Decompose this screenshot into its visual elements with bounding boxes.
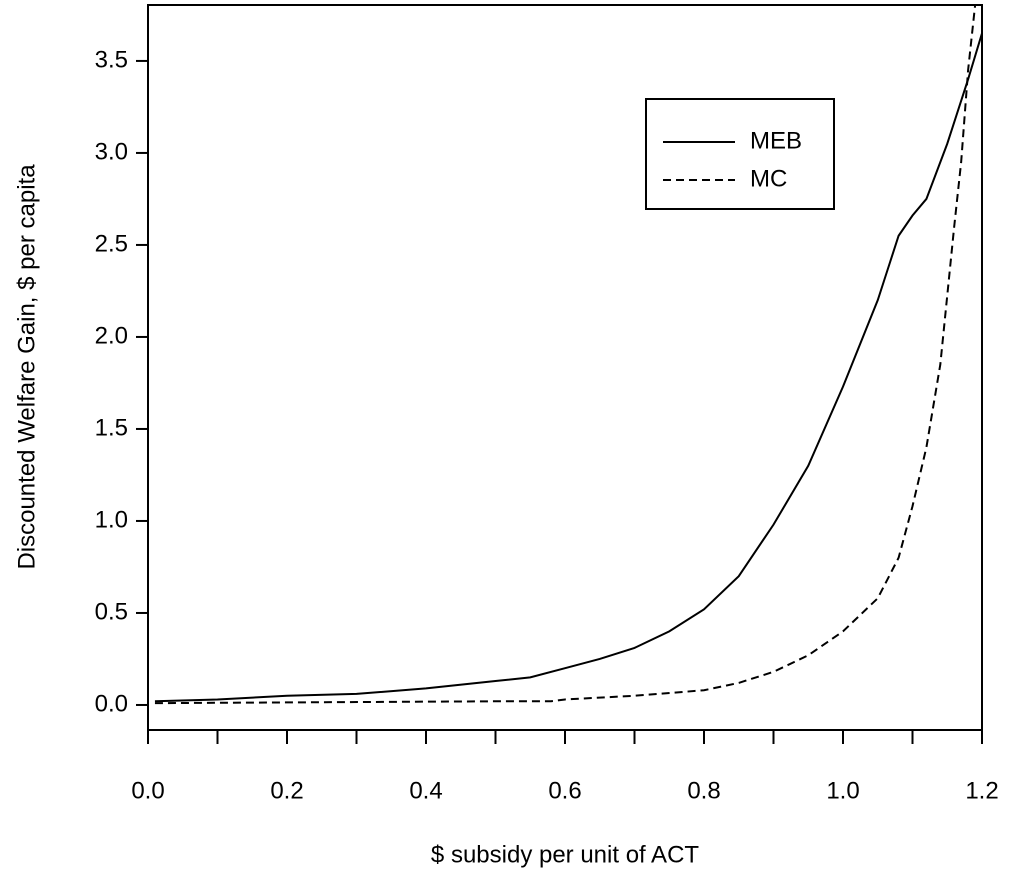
y-tick-label: 2.5 bbox=[95, 230, 128, 257]
x-tick-label: 1.0 bbox=[826, 777, 859, 804]
series-line bbox=[154, 33, 982, 703]
x-tick-label: 0.4 bbox=[409, 777, 442, 804]
y-tick-label: 0.5 bbox=[95, 598, 128, 625]
x-tick-label: 0.2 bbox=[270, 777, 303, 804]
legend-label: MEB bbox=[750, 127, 802, 154]
y-tick-label: 2.0 bbox=[95, 322, 128, 349]
y-tick-label: 0.0 bbox=[95, 690, 128, 717]
y-tick-label: 3.0 bbox=[95, 138, 128, 165]
y-axis-label: Discounted Welfare Gain, $ per capita bbox=[13, 164, 40, 570]
x-tick-label: 1.2 bbox=[965, 777, 998, 804]
series-line bbox=[154, 5, 977, 705]
x-tick-label: 0.0 bbox=[131, 777, 164, 804]
legend-label: MC bbox=[750, 165, 787, 192]
x-tick-label: 0.8 bbox=[687, 777, 720, 804]
y-tick-label: 1.0 bbox=[95, 506, 128, 533]
x-tick-label: 0.6 bbox=[548, 777, 581, 804]
y-tick-label: 1.5 bbox=[95, 414, 128, 441]
y-tick-label: 3.5 bbox=[95, 46, 128, 73]
plot-frame bbox=[147, 4, 983, 731]
x-axis-label: $ subsidy per unit of ACT bbox=[431, 841, 699, 868]
legend-box bbox=[645, 98, 835, 210]
